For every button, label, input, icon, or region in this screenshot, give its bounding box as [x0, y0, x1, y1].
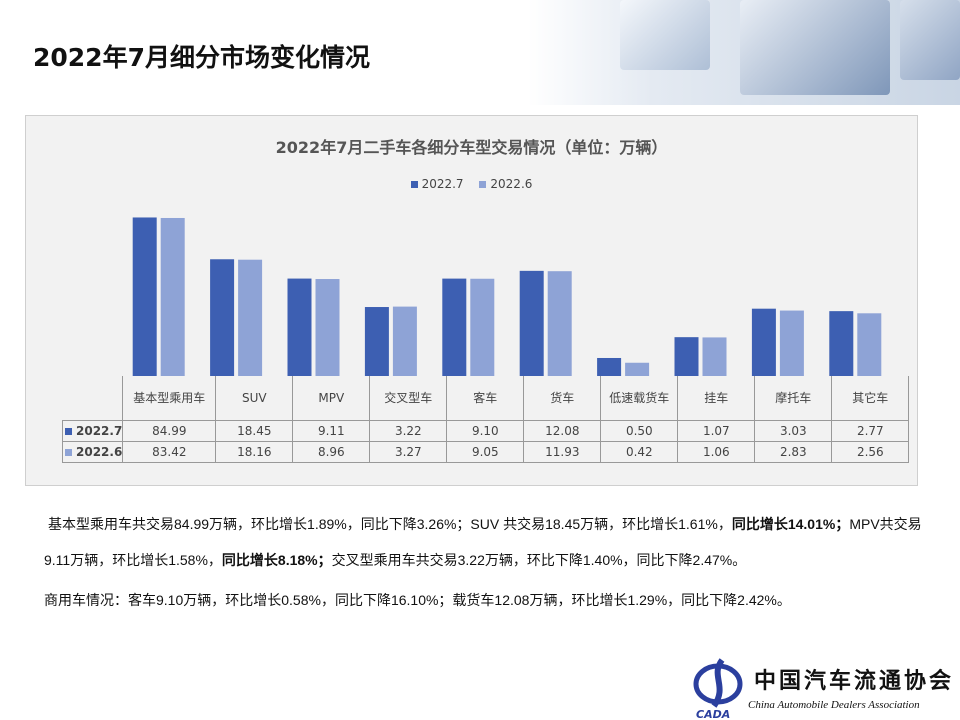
- data-cell: 18.16: [215, 441, 294, 463]
- legend-label: 2022.7: [421, 177, 464, 191]
- data-cell: 2.83: [754, 441, 833, 463]
- data-cell: 8.96: [292, 441, 371, 463]
- svg-text:CADA: CADA: [696, 708, 730, 720]
- page-title: 2022年7月细分市场变化情况: [33, 43, 370, 72]
- data-cell: 3.22: [369, 420, 448, 442]
- bar-2022.6: [160, 217, 185, 376]
- chart-legend: 2022.7 2022.6: [26, 177, 917, 191]
- data-cell: 18.45: [215, 420, 294, 442]
- legend-item: 2022.7: [410, 177, 464, 191]
- data-cell: 0.42: [600, 441, 679, 463]
- bar-2022.7: [751, 308, 776, 376]
- bar-2022.6: [238, 259, 263, 376]
- bar-2022.7: [132, 217, 157, 376]
- data-cell: 11.93: [523, 441, 602, 463]
- bar-2022.7: [829, 311, 854, 376]
- bar-2022.6: [547, 271, 572, 376]
- header-banner: [0, 0, 960, 105]
- bar-2022.7: [210, 259, 235, 376]
- data-cell: 12.08: [523, 420, 602, 442]
- category-label: 挂车: [677, 376, 756, 421]
- data-cell: 1.07: [677, 420, 756, 442]
- data-cell: 83.42: [122, 441, 217, 463]
- data-cell: 2.77: [831, 420, 910, 442]
- data-cell: 3.27: [369, 441, 448, 463]
- bar-2022.7: [597, 357, 622, 376]
- category-label: 货车: [523, 376, 602, 421]
- bar-2022.6: [857, 313, 882, 376]
- category-label: SUV: [215, 376, 294, 421]
- data-cell: 2.56: [831, 441, 910, 463]
- decorative-cube: [740, 0, 890, 95]
- chart-container: 2022年7月二手车各细分车型交易情况（单位：万辆） 2022.7 2022.6…: [25, 115, 918, 486]
- legend-label: 2022.6: [490, 177, 533, 191]
- data-cell: 0.50: [600, 420, 679, 442]
- logo-en-text: China Automobile Dealers Association: [748, 699, 920, 711]
- bar-2022.7: [674, 337, 699, 376]
- summary-paragraph: 基本型乘用车共交易84.99万辆，环比增长1.89%，同比下降3.26%；SUV…: [44, 516, 922, 568]
- data-cell: 84.99: [122, 420, 217, 442]
- summary-text: 基本型乘用车共交易84.99万辆，环比增长1.89%，同比下降3.26%；SUV…: [44, 506, 928, 618]
- cada-logo: CADA 中国汽车流通协会 China Automobile Dealers A…: [692, 658, 958, 720]
- category-label: 低速载货车: [600, 376, 679, 421]
- cada-emblem-icon: CADA: [693, 658, 743, 720]
- category-label: 摩托车: [754, 376, 833, 421]
- bar-2022.7: [287, 278, 312, 376]
- bar-2022.6: [779, 310, 804, 376]
- decorative-cube: [620, 0, 710, 70]
- bar-2022.7: [519, 270, 544, 376]
- bar-2022.6: [625, 362, 650, 376]
- category-label: 交叉型车: [369, 376, 448, 421]
- bar-2022.7: [442, 278, 467, 376]
- bar-2022.6: [470, 278, 495, 376]
- row-label: 2022.7: [61, 420, 124, 442]
- data-table: 基本型乘用车 SUV MPV 交叉型车 客车 货车 低速载货车 挂车 摩托车 其它车 2022.7…: [61, 376, 910, 463]
- legend-item: 2022.6: [479, 177, 532, 191]
- bar-2022.6: [702, 337, 727, 376]
- category-label: MPV: [292, 376, 371, 421]
- commercial-paragraph: 商用车情况：客车9.10万辆，环比增长0.58%，同比下降16.10%；载货车1…: [44, 592, 791, 608]
- data-cell: 3.03: [754, 420, 833, 442]
- data-cell: 9.05: [446, 441, 525, 463]
- category-label: 基本型乘用车: [122, 376, 217, 421]
- bar-2022.6: [315, 279, 340, 376]
- bar-2022.6: [392, 306, 417, 376]
- chart-title: 2022年7月二手车各细分车型交易情况（单位：万辆）: [275, 138, 668, 157]
- row-label: 2022.6: [61, 441, 124, 463]
- chart-plot: [132, 217, 882, 376]
- logo-cn-text: 中国汽车流通协会: [754, 668, 955, 694]
- category-label: 其它车: [831, 376, 910, 421]
- decorative-cube: [900, 0, 960, 80]
- data-cell: 1.06: [677, 441, 756, 463]
- data-cell: 9.11: [292, 420, 371, 442]
- category-label: 客车: [446, 376, 525, 421]
- data-cell: 9.10: [446, 420, 525, 442]
- bar-2022.7: [364, 307, 389, 376]
